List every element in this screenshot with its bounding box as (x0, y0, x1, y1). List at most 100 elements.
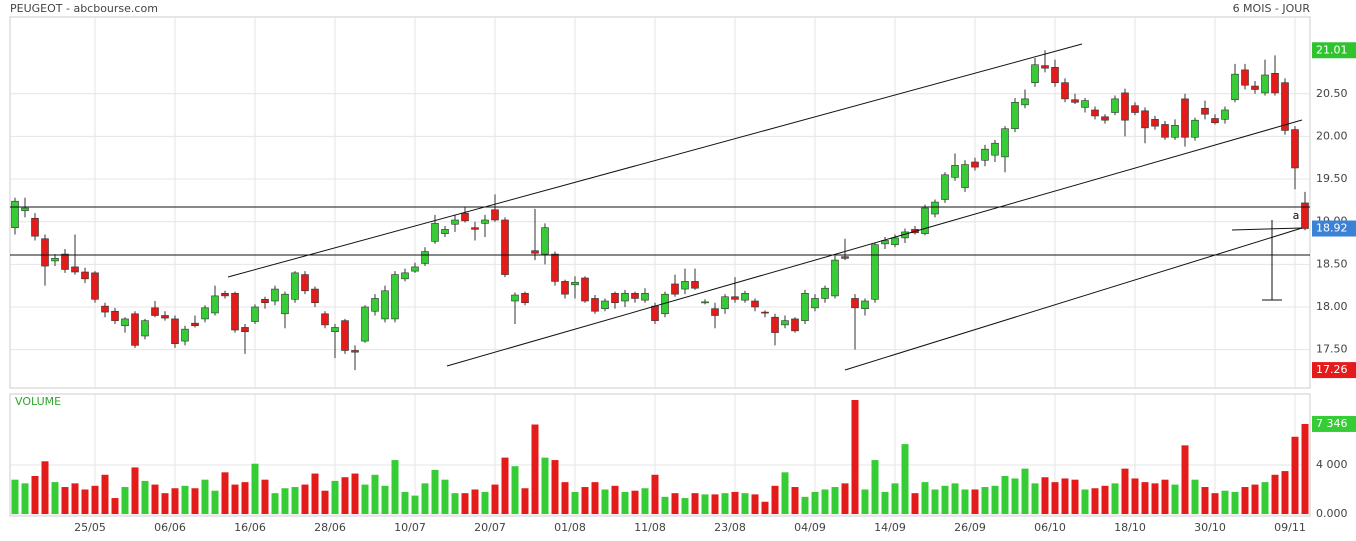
volume-bar (1061, 478, 1069, 514)
candle-body (531, 250, 539, 254)
candle-body (1171, 125, 1179, 138)
candle-body (801, 293, 809, 321)
volume-bar (411, 495, 419, 514)
candle-body (951, 165, 959, 178)
volume-bar (201, 479, 209, 514)
volume-bar (1101, 485, 1109, 514)
candle-body (481, 219, 489, 224)
candle-body (751, 300, 759, 308)
candle-body (1211, 118, 1219, 124)
volume-bar (971, 489, 979, 514)
volume-bar (1261, 482, 1269, 514)
candle-body (1301, 202, 1309, 229)
volume-bar (1161, 479, 1169, 514)
volume-bar (741, 493, 749, 514)
volume-bar (21, 483, 29, 514)
candle-body (261, 299, 269, 304)
volume-bar (331, 480, 339, 514)
volume-bar (831, 487, 839, 514)
candle-body (641, 293, 649, 301)
candle-body (841, 256, 849, 259)
candle-body (621, 293, 629, 302)
candle-body (871, 244, 879, 300)
volume-bar (1301, 423, 1309, 514)
candle-body (1091, 109, 1099, 117)
volume-bar (281, 488, 289, 514)
candle-body (691, 281, 699, 289)
volume-bar (241, 482, 249, 514)
volume-bar (1201, 487, 1209, 514)
candle-body (731, 296, 739, 300)
candle-body (381, 290, 389, 320)
candle-body (31, 217, 39, 237)
value-tag-label: 7 346 (1316, 417, 1348, 430)
candle-body (1251, 85, 1259, 90)
chart-title: PEUGEOT - abcbourse.com (10, 2, 158, 15)
volume-bar (1191, 479, 1199, 514)
volume-bar (191, 488, 199, 514)
volume-bar (941, 485, 949, 514)
value-tag-label: 17.26 (1316, 363, 1348, 376)
volume-bar (921, 482, 929, 514)
volume-bar (1051, 482, 1059, 514)
candle-body (921, 207, 929, 234)
volume-bar (501, 457, 509, 514)
candle-body (201, 307, 209, 320)
candle-body (561, 281, 569, 295)
x-tick-label: 06/10 (1034, 521, 1066, 534)
candle-body (961, 164, 969, 188)
candle-body (81, 271, 89, 280)
value-tag (1312, 42, 1356, 59)
volume-bar (1131, 478, 1139, 514)
candle-body (511, 294, 519, 302)
y-tick-label: 19.50 (1316, 172, 1348, 185)
y-tick-label: 20.00 (1316, 129, 1348, 142)
volume-bar (1241, 487, 1249, 514)
volume-bar (1221, 490, 1229, 514)
volume-bar (71, 483, 79, 514)
annotation: a (1293, 209, 1300, 222)
volume-bar (1141, 482, 1149, 514)
volume-bar (81, 489, 89, 514)
x-tick-label: 18/10 (1114, 521, 1146, 534)
candle-body (131, 313, 139, 346)
volume-bar (531, 424, 539, 514)
volume-bar (1151, 483, 1159, 514)
candle-body (351, 350, 359, 353)
volume-bar (421, 483, 429, 514)
candle-body (411, 266, 419, 272)
candle-body (1221, 109, 1229, 120)
candle-body (1271, 72, 1279, 94)
volume-bar (1111, 483, 1119, 514)
candle-body (1141, 110, 1149, 129)
candle-body (1181, 98, 1189, 138)
candle-body (1201, 107, 1209, 115)
candle-body (551, 253, 559, 282)
candle-body (171, 318, 179, 344)
volume-bar (451, 493, 459, 514)
candle-body (1021, 98, 1029, 106)
candle-body (361, 306, 369, 342)
candle-body (111, 310, 119, 321)
volume-bar (591, 482, 599, 514)
volume-bar (31, 476, 39, 514)
volume-bar (301, 484, 309, 514)
candle-body (21, 207, 29, 211)
candle-body (121, 318, 129, 327)
x-tick-label: 25/05 (74, 521, 106, 534)
volume-bar (271, 493, 279, 514)
candle-body (271, 288, 279, 302)
candle-body (821, 287, 829, 299)
volume-bar (1081, 489, 1089, 514)
x-tick-label: 26/09 (954, 521, 986, 534)
trend-line (1231, 227, 1303, 231)
candle-body (1081, 100, 1089, 108)
volume-bar (911, 493, 919, 514)
volume-bar (181, 485, 189, 514)
candle-body (1011, 101, 1019, 130)
x-tick-label: 16/06 (234, 521, 266, 534)
candle-body (771, 316, 779, 333)
trend-line (844, 227, 1303, 371)
candle-body (1241, 69, 1249, 86)
